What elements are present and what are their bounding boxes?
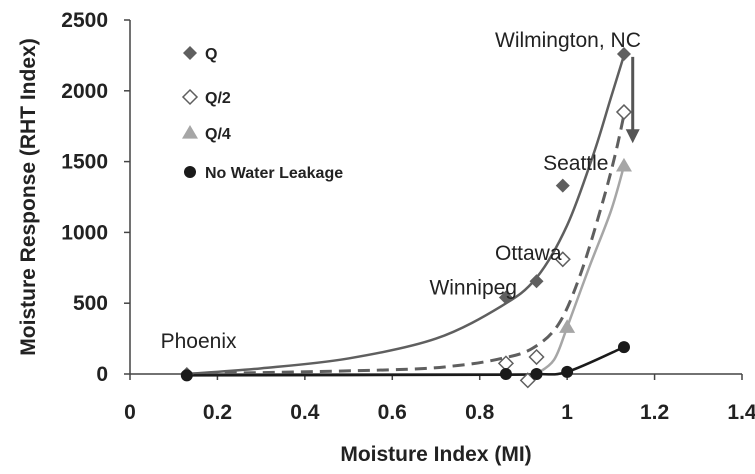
annotation-winnipeg: Winnipeg	[429, 277, 517, 300]
data-points	[179, 46, 633, 389]
y-tick-label: 1000	[61, 221, 108, 244]
y-tick-label: 500	[73, 292, 108, 315]
series-line-q-4	[535, 165, 626, 376]
fit-curves	[186, 55, 626, 377]
series-line-q-2	[186, 114, 626, 376]
location-annotations: Wilmington, NC Seattle Ottawa Winnipeg Phoen…	[161, 29, 641, 353]
y-tick-label: 2000	[61, 80, 108, 103]
data-point-no-water-leakage	[180, 369, 193, 382]
x-tick-label: 0.8	[465, 401, 495, 424]
trend-arrow	[625, 56, 640, 144]
x-tick-label: 1.2	[640, 401, 669, 424]
data-point-q	[616, 46, 631, 61]
annotation-seattle: Seattle	[543, 152, 608, 175]
data-point-no-water-leakage	[499, 368, 512, 380]
data-point-q-4	[559, 319, 576, 333]
legend-marker-q-4	[182, 125, 198, 139]
annotation-wilmington-nc: Wilmington, NC	[495, 29, 641, 52]
y-tick-label: 2500	[61, 9, 108, 32]
y-tick-label: 1500	[61, 151, 108, 174]
x-tick-label: 0.6	[378, 401, 407, 424]
legend-marker-q	[183, 46, 197, 60]
legend: Q Q/2 Q/4 No Water Leakage	[181, 46, 343, 182]
legend-label-no-water-leakage: No Water Leakage	[205, 165, 343, 182]
annotation-phoenix: Phoenix	[161, 330, 237, 353]
series-line-q	[186, 55, 626, 376]
y-tick-label: 0	[96, 363, 108, 386]
data-point-q	[555, 178, 570, 193]
arrow-head	[625, 129, 640, 144]
legend-label-q-4: Q/4	[205, 126, 231, 143]
data-point-q	[529, 274, 544, 289]
x-tick-label: 1.4	[727, 401, 755, 424]
x-axis-title: Moisture Index (MI)	[340, 443, 531, 466]
x-tick-label: 0.2	[203, 401, 232, 424]
data-point-no-water-leakage	[617, 341, 630, 354]
legend-marker-q-2	[181, 88, 199, 106]
x-tick-label: 1	[561, 401, 573, 424]
axis-ticks: 0 0.2 0.4 0.6 0.8 1 1.2 1.4 0 500 1000 1500 2000 2500	[61, 9, 755, 424]
data-point-q	[498, 290, 513, 305]
data-point-q-4	[615, 157, 632, 172]
legend-label-q-2: Q/2	[205, 90, 231, 107]
data-point-q-2	[528, 348, 545, 366]
x-tick-label: 0	[124, 401, 136, 424]
y-axis-title: Moisture Response (RHT Index)	[17, 38, 40, 355]
legend-marker-no-water-leakage	[184, 166, 196, 178]
plot-area: 0 0.2 0.4 0.6 0.8 1 1.2 1.4 0 500 1000 1500 2000 2500…	[61, 9, 755, 424]
data-point-no-water-leakage	[561, 365, 574, 378]
annotation-ottawa: Ottawa	[495, 242, 562, 265]
data-point-no-water-leakage	[530, 368, 543, 380]
legend-label-q: Q	[205, 46, 217, 63]
data-point-q-2	[615, 103, 633, 121]
x-tick-label: 0.4	[290, 401, 320, 424]
data-point-q-2	[554, 251, 571, 268]
